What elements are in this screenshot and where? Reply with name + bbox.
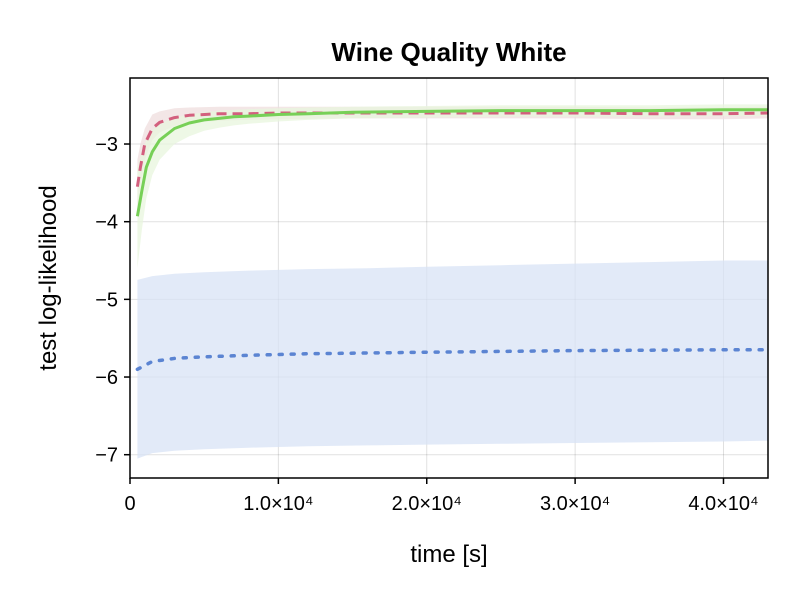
series-1-line [135, 111, 768, 187]
series-lines [135, 108, 768, 372]
x-tick-label: 3.0×10⁴ [540, 493, 610, 515]
series-0-band [137, 260, 768, 459]
x-tick-label: 2.0×10⁴ [392, 493, 462, 515]
series-2-band [137, 104, 768, 269]
series-2-line [135, 108, 768, 217]
x-tick-label: 1.0×10⁴ [243, 493, 313, 515]
x-tick-label: 4.0×10⁴ [688, 493, 758, 515]
y-axis-label: test log-likelihood [35, 185, 62, 370]
y-tick-label: −3 [95, 134, 118, 156]
confidence-bands [137, 104, 768, 459]
plot-frame [129, 77, 769, 479]
chart-title: Wine Quality White [331, 37, 566, 67]
y-tick-label: −5 [95, 289, 118, 311]
x-ticks: 0 1.0×10⁴ 2.0×10⁴ 3.0×10⁴ 4.0×10⁴ [124, 478, 759, 515]
x-tick-label: 0 [124, 493, 135, 515]
y-tick-label: −7 [95, 445, 118, 467]
y-tick-label: −4 [95, 212, 118, 234]
y-ticks: −3 −4 −5 −6 −7 [95, 134, 130, 467]
y-tick-label: −6 [95, 367, 118, 389]
series-0-line [135, 348, 768, 372]
x-axis-label: time [s] [410, 541, 487, 568]
